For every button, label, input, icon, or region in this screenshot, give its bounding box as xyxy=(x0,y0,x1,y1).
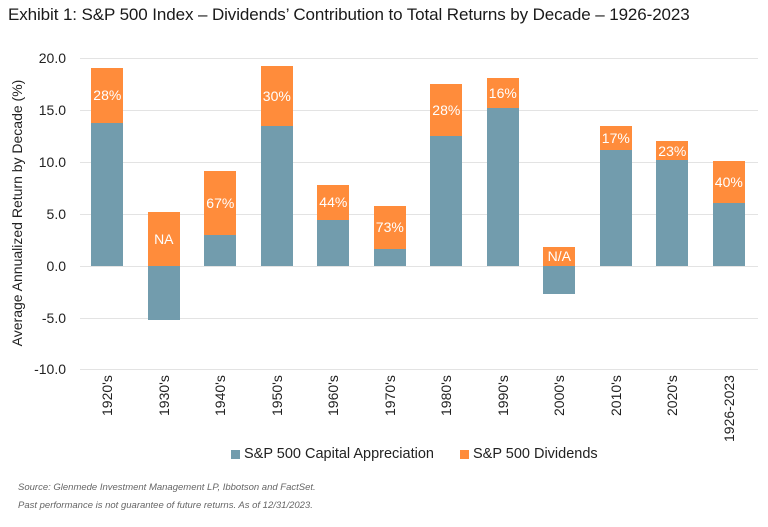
x-tick-label: 1920's xyxy=(99,375,116,416)
x-tick-label: 1950's xyxy=(268,375,285,416)
bar-capital-appreciation xyxy=(486,108,519,266)
bar-annotation: 17% xyxy=(601,129,630,146)
bar-annotation: N/A xyxy=(547,248,571,265)
bar-dividends xyxy=(317,184,350,221)
x-tick-label: 2010's xyxy=(607,375,624,416)
bar-dividends xyxy=(712,160,745,204)
legend-item-dividends: S&P 500 Dividends xyxy=(459,446,598,462)
bar-annotation: NA xyxy=(154,230,174,247)
bar-dividends xyxy=(260,65,293,126)
y-tick-label: 0.0 xyxy=(46,257,66,274)
gridline xyxy=(80,214,758,215)
legend: S&P 500 Capital Appreciation S&P 500 Div… xyxy=(231,446,624,462)
x-tick-label: 1940's xyxy=(212,375,229,416)
bar-dividends xyxy=(656,141,689,160)
x-tick-label: 1980's xyxy=(438,375,455,416)
bar-annotation: 23% xyxy=(658,142,687,159)
gridline xyxy=(80,58,758,59)
bar-annotation: 28% xyxy=(93,87,122,104)
y-tick-label: -10.0 xyxy=(34,361,66,378)
bar-dividends xyxy=(373,205,406,250)
y-tick-label: 10.0 xyxy=(38,154,66,170)
legend-label: S&P 500 Dividends xyxy=(472,446,598,462)
x-tick-label: 2000's xyxy=(551,375,568,416)
x-tick-label: 1930's xyxy=(155,375,172,416)
bar-dividends xyxy=(486,78,519,109)
bar-capital-appreciation xyxy=(260,125,293,266)
bar-annotation: 73% xyxy=(375,219,404,236)
bar-capital-appreciation xyxy=(599,149,632,266)
bar-capital-appreciation xyxy=(656,159,689,266)
legend-label: S&P 500 Capital Appreciation xyxy=(244,446,434,462)
bar-capital-appreciation xyxy=(317,220,350,266)
legend-item-capital-appreciation: S&P 500 Capital Appreciation xyxy=(231,446,434,462)
gridline xyxy=(80,110,758,111)
x-tick-label: 1960's xyxy=(325,375,342,416)
legend-swatch-dividends-icon xyxy=(459,449,469,459)
bar-capital-appreciation xyxy=(543,265,576,294)
bar-capital-appreciation xyxy=(373,249,406,266)
bar-annotation: 16% xyxy=(488,85,517,102)
y-tick-label: 5.0 xyxy=(46,205,66,222)
y-tick-label: -5.0 xyxy=(41,309,66,326)
bar-annotation: 28% xyxy=(432,102,461,119)
x-tick-label: 1970's xyxy=(381,375,398,416)
bar-annotation: 67% xyxy=(206,194,235,211)
bar-capital-appreciation xyxy=(147,265,180,320)
bar-dividends xyxy=(204,171,237,235)
y-tick-label: 15.0 xyxy=(38,102,66,119)
bar-capital-appreciation xyxy=(430,136,463,266)
y-tick-label: 20.0 xyxy=(38,50,66,67)
gridline xyxy=(80,266,758,267)
source-note: Source: Glenmede Investment Management L… xyxy=(18,482,316,493)
x-tick-label: 1926-2023 xyxy=(720,375,737,442)
disclaimer-note: Past performance is not guarantee of fut… xyxy=(18,500,313,511)
gridline xyxy=(80,162,758,163)
legend-swatch-capital-icon xyxy=(231,449,240,459)
chart-title: Exhibit 1: S&P 500 Index – Dividends’ Co… xyxy=(8,5,690,24)
bar-dividends xyxy=(91,67,124,123)
bar-dividends xyxy=(147,211,180,266)
gridline xyxy=(80,369,758,370)
bar-dividends xyxy=(599,125,632,150)
bar-annotation: 30% xyxy=(262,87,291,104)
bar-capital-appreciation xyxy=(91,122,124,266)
bar-capital-appreciation xyxy=(204,234,237,266)
bar-dividends xyxy=(430,84,463,137)
x-tick-label: 1990's xyxy=(494,375,511,416)
bar-annotation: 44% xyxy=(319,194,348,211)
bar-capital-appreciation xyxy=(712,203,745,266)
bar-dividends xyxy=(543,247,576,266)
gridline xyxy=(80,318,758,319)
x-tick-label: 2020's xyxy=(664,375,681,416)
bar-annotation: 40% xyxy=(714,174,743,191)
